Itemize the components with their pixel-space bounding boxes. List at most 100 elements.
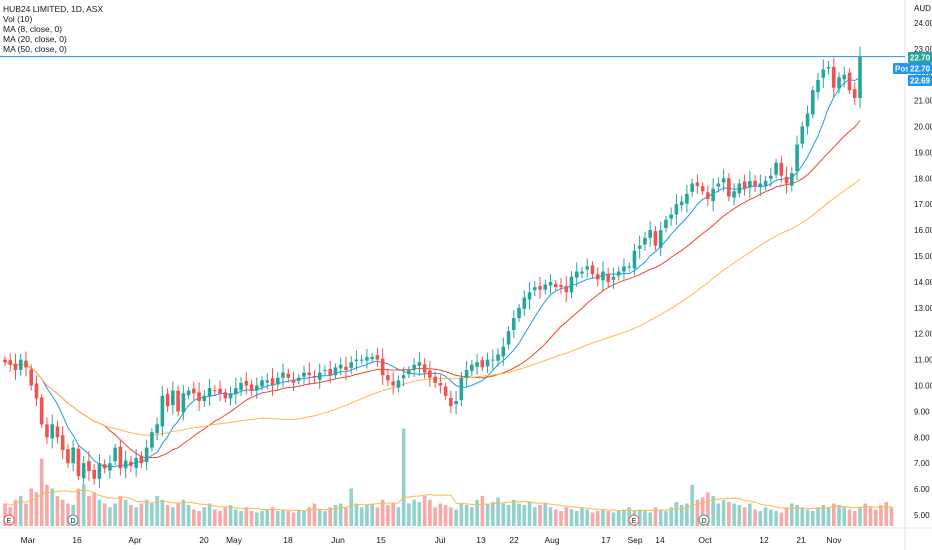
candle-body [690,183,694,192]
candle-body [496,354,500,361]
volume-bar [134,507,138,526]
event-marker-circle [67,514,79,526]
volume-bar [454,509,458,526]
candle-body [207,388,212,397]
volume-bar [233,509,238,526]
volume-bar [349,488,353,526]
volume-bar [784,507,789,526]
volume-bar [317,509,322,526]
volume-bar [601,509,605,526]
volume-bar [790,503,794,526]
candle-body [742,181,747,189]
event-marker[interactable]: E [3,514,15,526]
candle-body [150,432,154,448]
candle-body [548,281,553,286]
candle-body [97,463,102,479]
candle-body [643,237,647,245]
candle-body [422,364,427,373]
volume-bar [365,505,369,526]
candle-body [233,388,238,395]
candle-body [810,90,815,115]
event-marker[interactable]: D [698,514,710,526]
volume-bar [532,507,537,526]
volume-bar [150,503,154,526]
volume-bar [370,503,374,526]
volume-bar [92,492,96,526]
candle-body [39,397,44,425]
volume-bar [748,503,752,526]
candle-body [616,271,621,276]
volume-bar [858,507,862,526]
legend-symbol[interactable]: HUB24 LIMITED, 1D, ASX [3,4,104,14]
volume-bar [559,511,563,526]
time-tick-label: Sep [627,535,642,545]
volume-bar [66,503,70,526]
candle-body [611,276,616,280]
time-axis[interactable]: Mar 16 Apr 20 May 18 Jun 15 Jul 13 22 Aug 17 Sep 14 Oct… [21,535,843,545]
time-tick-label: 12 [759,535,769,545]
candle-body [370,357,374,360]
candle-body [144,447,149,463]
candles [3,46,862,488]
candle-body [454,401,458,405]
candle-body [627,266,632,268]
volume-bar [711,496,715,526]
legend-ma8[interactable]: MA (8, close, 0) [3,24,63,34]
volume-bar [197,511,201,526]
candle-body [800,126,805,144]
candle-body [213,390,217,392]
volume-bar [275,511,280,526]
candle-body [580,271,584,274]
volume-bar [333,505,338,526]
candle-body [695,182,700,187]
legend-ma50[interactable]: MA (50, close, 0) [3,44,67,54]
volume-bar [228,505,233,526]
volume-bar [281,509,285,526]
volume-bar [553,509,558,526]
candle-body [779,162,784,176]
volume-bar [338,503,343,526]
volume-bar [265,509,270,526]
volume-bar [810,511,815,526]
volume-bar [842,507,847,526]
price-tick-label: 5.00 [914,511,930,520]
candle-body [595,274,600,280]
candle-body [223,392,228,399]
volume-bar [648,512,652,526]
legend-vol[interactable]: Vol (10) [3,14,33,24]
candle-body [522,297,527,309]
legend-ma20[interactable]: MA (20, close, 0) [3,34,67,44]
event-marker[interactable]: D [67,514,79,526]
price-axis[interactable]: 24.0023.0022.0021.0020.0019.0018.0017.00… [914,4,932,520]
candle-body [171,390,175,406]
candle-body [601,271,605,281]
candle-body [129,461,133,466]
volume-bar [438,503,443,526]
candle-body [470,364,474,371]
volume-bar [643,511,647,526]
candle-body [763,180,768,186]
candle-body [443,386,448,396]
candle-body [349,362,353,368]
candle-body [837,77,841,89]
event-marker[interactable]: E [628,514,640,526]
candle-body [727,178,731,197]
volume-bar [795,505,799,526]
candle-body [585,266,590,270]
volume-bar [171,507,175,526]
candle-body [249,384,254,391]
price-line-tag-bg [908,52,932,63]
candle-body [737,183,742,194]
candle-body [87,461,91,471]
candle-body [721,178,726,183]
last-price-tag-bg [908,75,932,86]
volume-bar [45,484,49,526]
candle-body [748,180,752,188]
candle-body [553,283,558,288]
volume-bar [192,509,196,526]
candle-body [480,360,485,368]
volume-bar [328,507,333,526]
volume-bar [291,512,296,526]
